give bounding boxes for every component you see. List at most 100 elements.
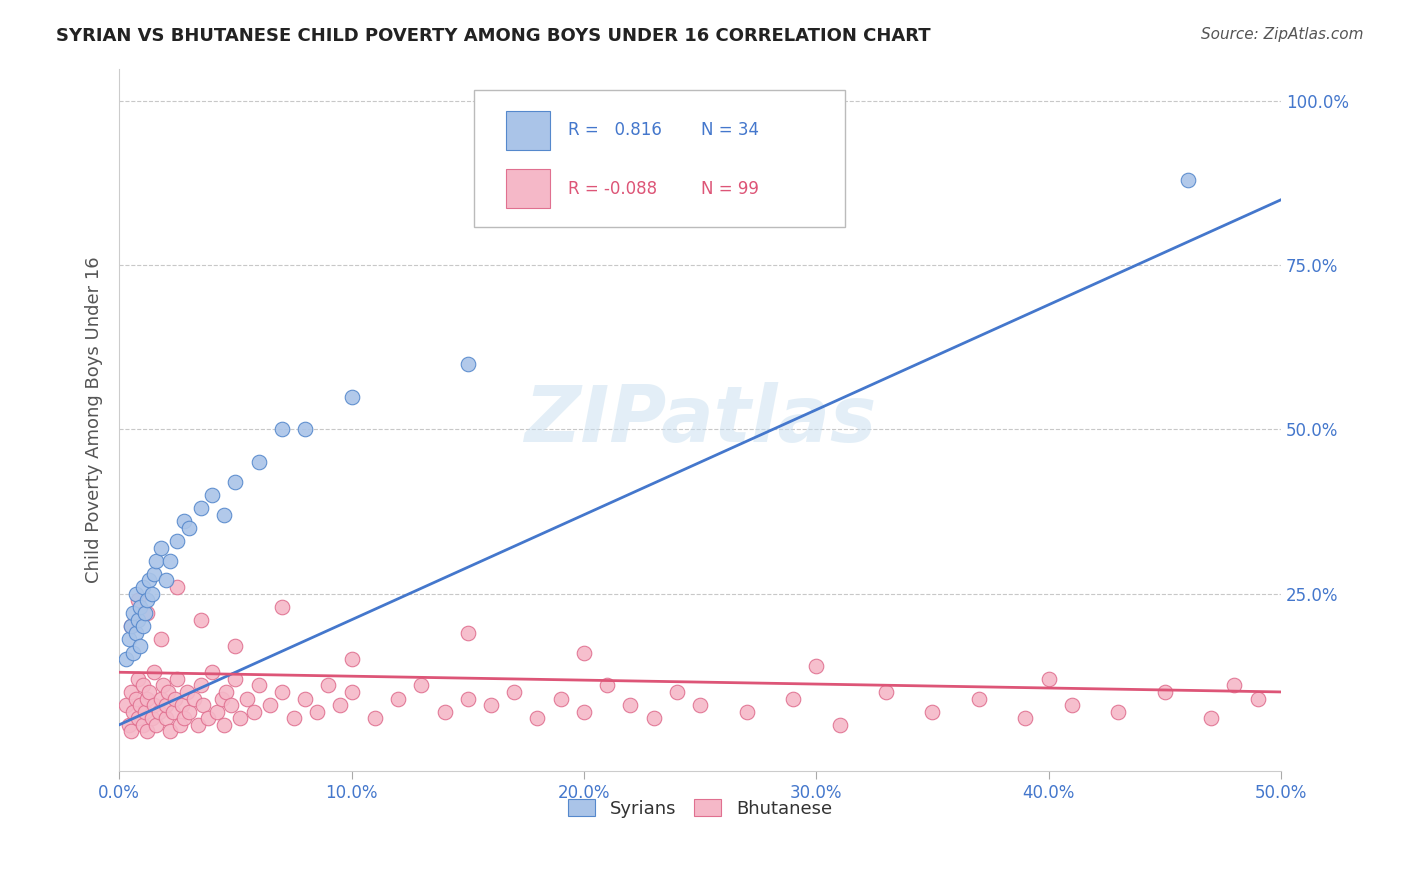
Point xyxy=(201,665,224,680)
Point xyxy=(318,678,340,692)
Point xyxy=(145,718,167,732)
Point xyxy=(148,705,170,719)
Point xyxy=(157,685,180,699)
Point xyxy=(177,521,200,535)
Point xyxy=(120,685,142,699)
Point xyxy=(166,672,188,686)
Point xyxy=(190,613,212,627)
Text: N = 34: N = 34 xyxy=(702,121,759,139)
Point xyxy=(665,685,688,699)
Point xyxy=(152,678,174,692)
Point xyxy=(1038,672,1060,686)
Point xyxy=(875,685,897,699)
Point xyxy=(243,705,266,719)
Point xyxy=(433,705,456,719)
Point xyxy=(457,626,479,640)
Point xyxy=(124,691,146,706)
Point xyxy=(170,698,193,712)
Point xyxy=(155,698,177,712)
Point xyxy=(782,691,804,706)
Point xyxy=(173,711,195,725)
FancyBboxPatch shape xyxy=(474,89,845,227)
Point xyxy=(1060,698,1083,712)
Point xyxy=(806,658,828,673)
Point xyxy=(572,705,595,719)
Point xyxy=(176,685,198,699)
Point xyxy=(340,390,363,404)
Text: Source: ZipAtlas.com: Source: ZipAtlas.com xyxy=(1201,27,1364,42)
Point xyxy=(138,685,160,699)
Point xyxy=(138,574,160,588)
Point xyxy=(828,718,851,732)
Point xyxy=(136,691,159,706)
Bar xyxy=(506,112,550,150)
Bar xyxy=(506,169,550,208)
Point xyxy=(619,698,641,712)
Point xyxy=(117,718,139,732)
Point xyxy=(457,357,479,371)
Point xyxy=(155,711,177,725)
Point xyxy=(134,606,156,620)
Point xyxy=(173,514,195,528)
Point xyxy=(329,698,352,712)
Point xyxy=(1223,678,1246,692)
Point xyxy=(120,619,142,633)
Point xyxy=(136,606,159,620)
Point xyxy=(131,619,153,633)
Point xyxy=(689,698,711,712)
Point xyxy=(212,508,235,522)
Text: R =   0.816: R = 0.816 xyxy=(568,121,662,139)
Point xyxy=(1107,705,1129,719)
Point xyxy=(271,685,294,699)
Point xyxy=(127,672,149,686)
Point xyxy=(596,678,619,692)
Point xyxy=(120,619,142,633)
Point xyxy=(115,698,138,712)
Text: R = -0.088: R = -0.088 xyxy=(568,180,657,198)
Point xyxy=(211,691,233,706)
Point xyxy=(735,705,758,719)
Point xyxy=(1177,173,1199,187)
Point xyxy=(271,599,294,614)
Point xyxy=(124,586,146,600)
Point xyxy=(224,672,246,686)
Text: N = 99: N = 99 xyxy=(702,180,759,198)
Point xyxy=(117,632,139,647)
Point xyxy=(201,488,224,502)
Point xyxy=(340,685,363,699)
Point xyxy=(411,678,433,692)
Point xyxy=(294,691,316,706)
Point xyxy=(131,580,153,594)
Point xyxy=(572,646,595,660)
Point xyxy=(643,711,665,725)
Point xyxy=(1153,685,1175,699)
Legend: Syrians, Bhutanese: Syrians, Bhutanese xyxy=(561,791,839,825)
Point xyxy=(166,580,188,594)
Point xyxy=(921,705,943,719)
Point xyxy=(387,691,409,706)
Point xyxy=(143,665,166,680)
Point xyxy=(134,705,156,719)
Point xyxy=(247,455,270,469)
Point xyxy=(162,705,184,719)
Point xyxy=(190,678,212,692)
Point xyxy=(219,698,242,712)
Point xyxy=(120,724,142,739)
Point xyxy=(136,593,159,607)
Point xyxy=(122,646,145,660)
Point xyxy=(457,691,479,706)
Point xyxy=(122,606,145,620)
Point xyxy=(131,718,153,732)
Point xyxy=(122,705,145,719)
Point xyxy=(224,475,246,489)
Point xyxy=(141,711,163,725)
Point xyxy=(150,691,173,706)
Point xyxy=(131,678,153,692)
Point xyxy=(136,724,159,739)
Point xyxy=(340,652,363,666)
Point xyxy=(212,718,235,732)
Point xyxy=(166,534,188,549)
Point xyxy=(550,691,572,706)
Y-axis label: Child Poverty Among Boys Under 16: Child Poverty Among Boys Under 16 xyxy=(86,256,103,582)
Point xyxy=(127,711,149,725)
